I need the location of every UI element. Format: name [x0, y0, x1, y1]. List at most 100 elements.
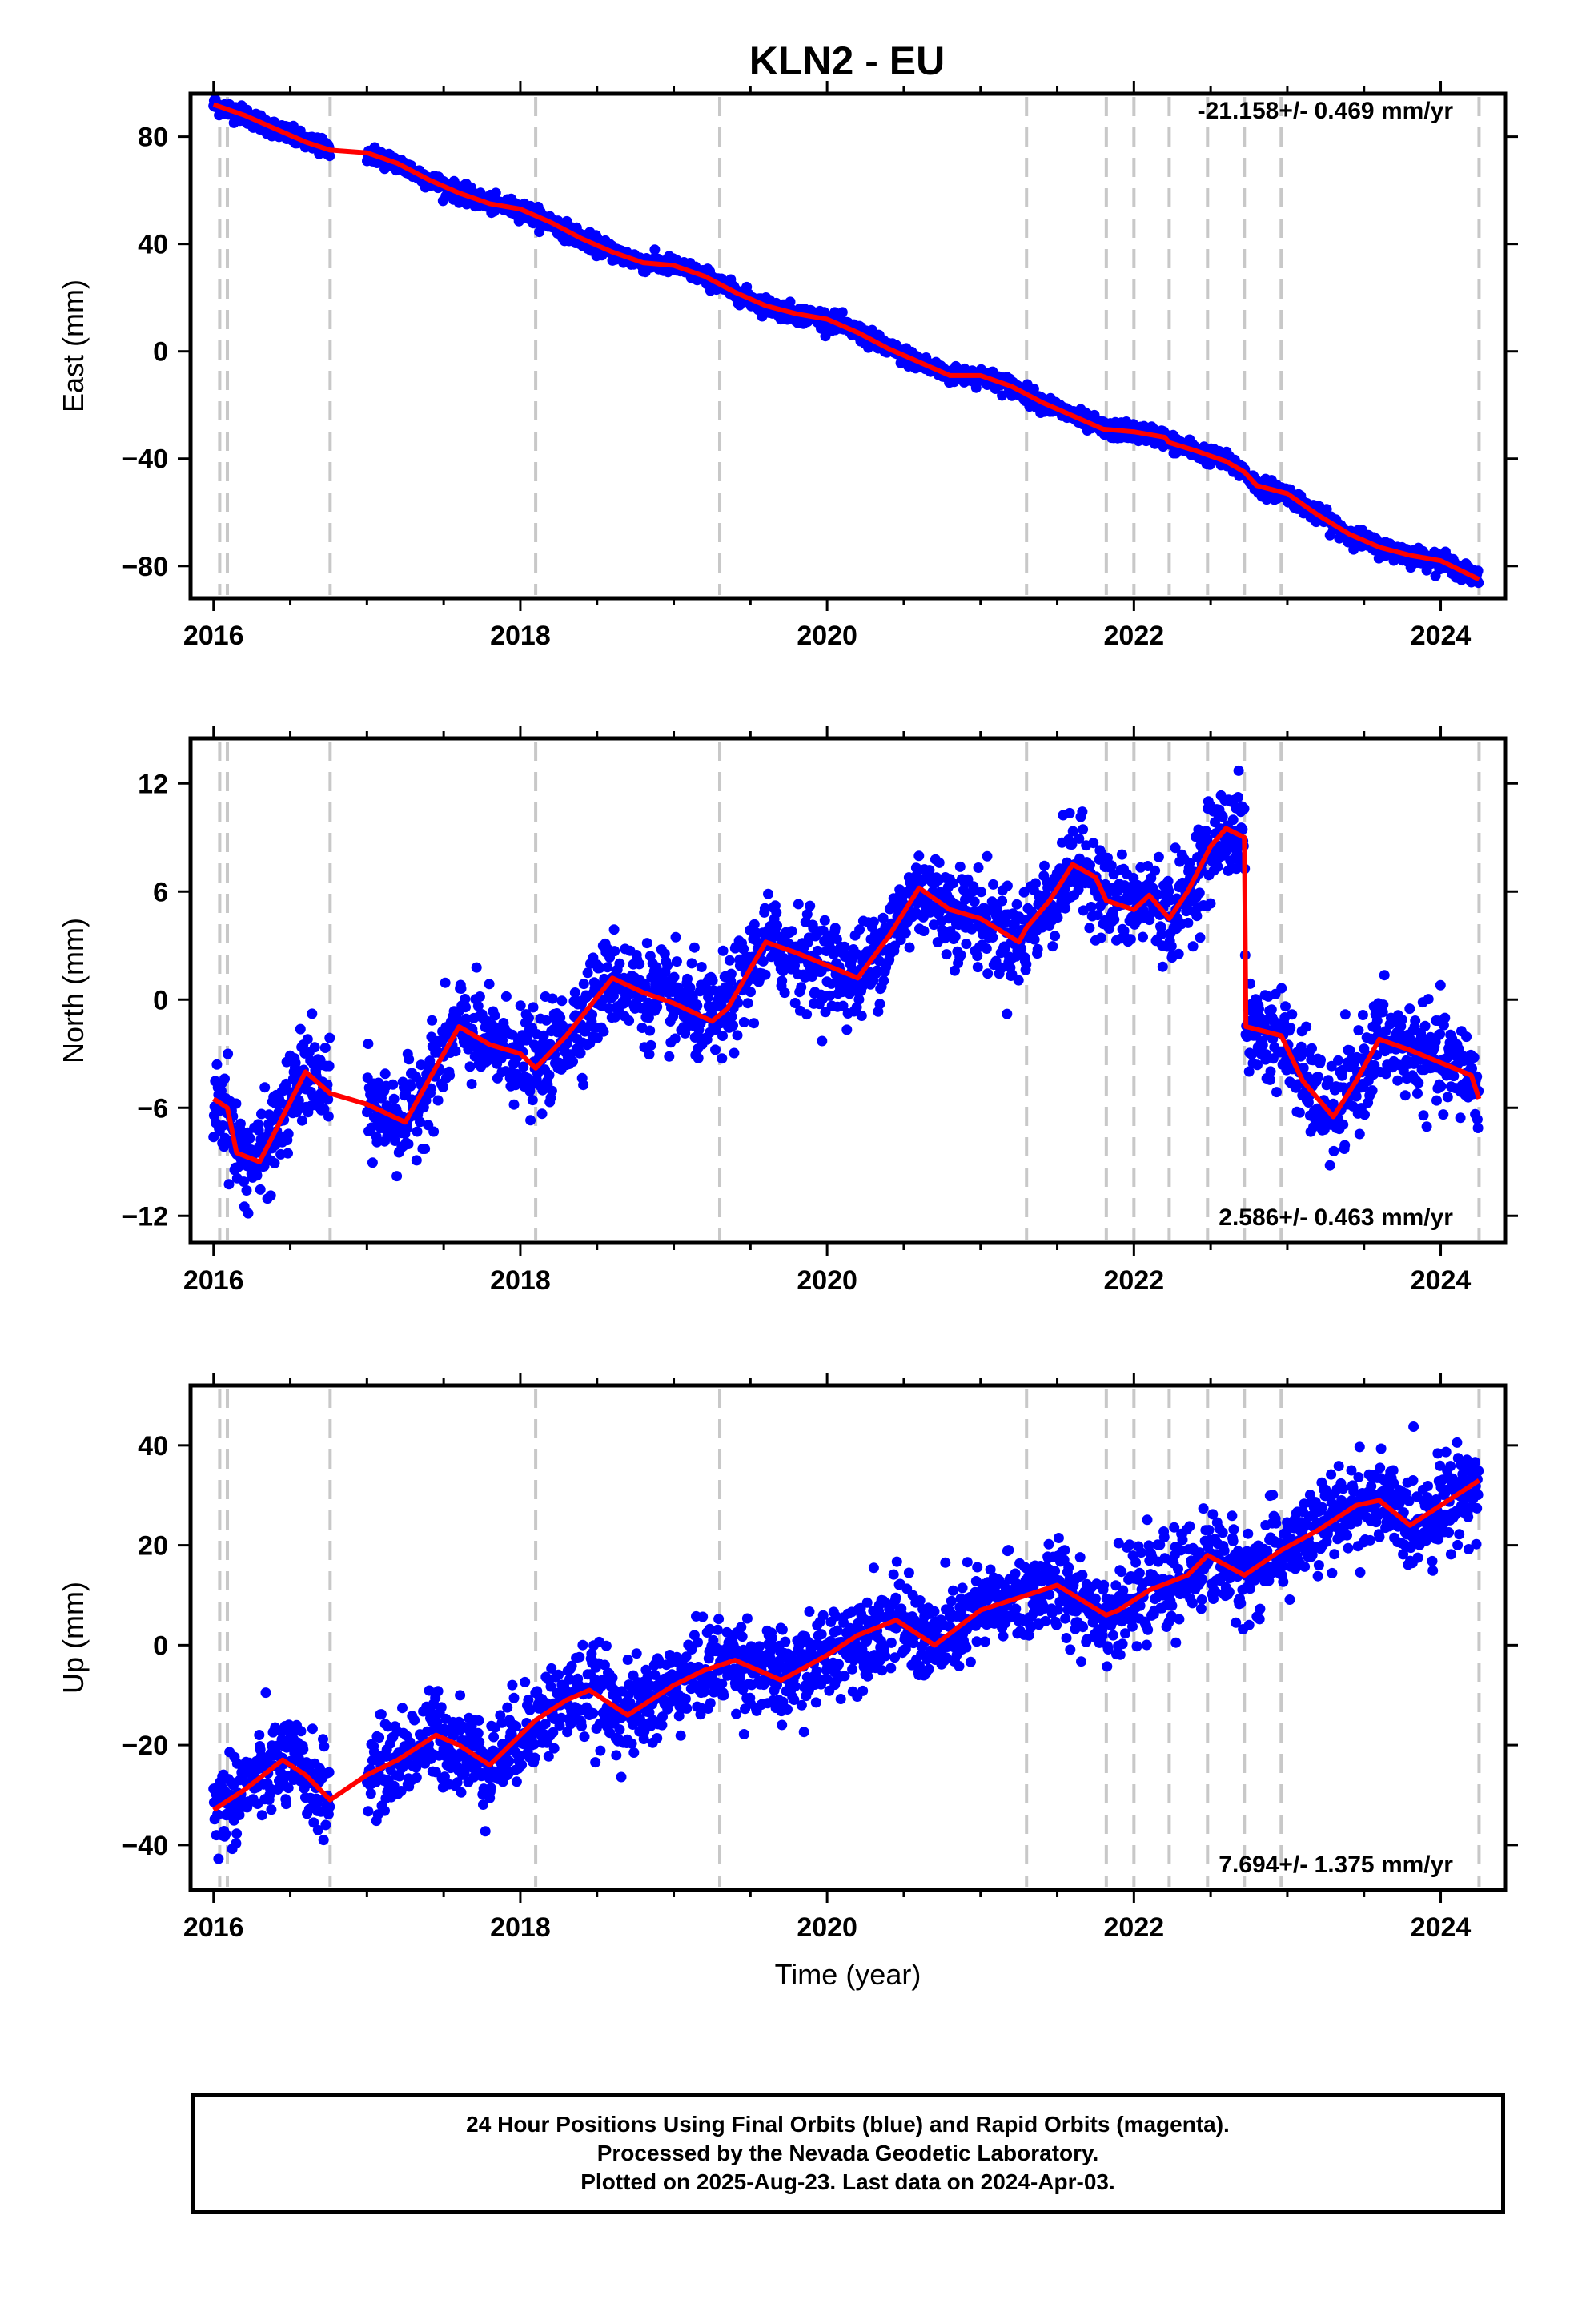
- data-point: [1294, 1107, 1305, 1118]
- data-point: [1201, 826, 1211, 837]
- data-point: [789, 998, 801, 1008]
- data-point: [757, 955, 769, 967]
- data-point: [1166, 941, 1177, 951]
- x-tick-label: 2024: [1411, 621, 1472, 651]
- data-point: [1163, 886, 1174, 897]
- data-point: [1018, 887, 1030, 898]
- data-point: [318, 1835, 329, 1846]
- data-point: [1138, 931, 1148, 943]
- data-point: [260, 1687, 271, 1699]
- data-point: [251, 1170, 263, 1181]
- data-point: [728, 1020, 738, 1031]
- data-point: [812, 945, 823, 956]
- data-point: [1237, 824, 1248, 835]
- data-point: [987, 932, 998, 943]
- data-point: [500, 991, 512, 1002]
- data-point: [1217, 811, 1228, 822]
- data-point: [534, 227, 545, 238]
- data-point: [1357, 1010, 1368, 1020]
- data-point: [717, 1053, 728, 1064]
- data-point: [1170, 842, 1181, 854]
- data-point: [966, 923, 978, 935]
- data-point: [538, 1030, 549, 1041]
- data-point: [1359, 1109, 1370, 1120]
- data-point: [1313, 1072, 1324, 1083]
- data-point: [1021, 959, 1032, 970]
- data-point: [379, 1805, 390, 1816]
- data-point: [403, 1139, 414, 1149]
- data-point: [1064, 807, 1075, 818]
- data-point: [1052, 912, 1063, 923]
- data-point: [1002, 1008, 1013, 1019]
- data-point: [1078, 824, 1089, 835]
- data-point: [283, 1128, 294, 1140]
- data-point: [424, 1685, 435, 1696]
- data-point: [1060, 903, 1071, 914]
- data-point: [805, 900, 816, 911]
- data-point: [1125, 934, 1136, 945]
- data-point: [460, 994, 471, 1004]
- data-point: [254, 1730, 265, 1740]
- data-point: [904, 942, 915, 953]
- data-point: [1202, 834, 1213, 845]
- x-tick-label: 2020: [797, 1265, 857, 1296]
- data-point: [409, 1715, 420, 1726]
- data-point: [961, 939, 972, 950]
- x-tick-label: 2022: [1104, 621, 1165, 651]
- data-point: [1150, 865, 1161, 876]
- model-line: [212, 102, 1480, 582]
- data-point: [1467, 1063, 1477, 1074]
- x-tick-label: 2016: [183, 621, 244, 651]
- data-point: [541, 1015, 552, 1026]
- data-point: [796, 982, 807, 993]
- data-point: [793, 899, 804, 910]
- data-point: [1239, 803, 1250, 814]
- data-point: [546, 1085, 557, 1096]
- data-point: [608, 991, 619, 1002]
- data-point: [1254, 1003, 1264, 1015]
- data-point: [997, 390, 1008, 401]
- data-point: [450, 1046, 461, 1057]
- data-point: [941, 949, 952, 960]
- data-point: [365, 1788, 376, 1799]
- data-point: [733, 997, 744, 1008]
- data-point: [844, 988, 855, 999]
- data-point: [999, 943, 1010, 954]
- data-point: [283, 1783, 294, 1794]
- data-point: [1386, 1017, 1397, 1028]
- y-tick-label: −6: [137, 1093, 168, 1124]
- data-point: [312, 1824, 323, 1835]
- data-point: [307, 1008, 318, 1019]
- data-point: [1067, 826, 1078, 837]
- data-point: [1205, 898, 1216, 909]
- data-point: [412, 1126, 423, 1137]
- data-points: [208, 1421, 1484, 1864]
- data-point: [1435, 1081, 1447, 1092]
- data-points: [208, 94, 1484, 589]
- data-point: [996, 963, 1007, 974]
- data-point: [511, 1068, 522, 1080]
- data-point: [972, 962, 983, 973]
- data-point: [460, 1013, 472, 1024]
- data-point: [1418, 1110, 1429, 1121]
- data-point: [547, 993, 558, 1004]
- data-point: [444, 1070, 456, 1081]
- data-point: [255, 1184, 266, 1195]
- data-point: [1472, 1114, 1483, 1125]
- y-tick-label: 12: [138, 769, 168, 799]
- data-point: [918, 926, 930, 936]
- data-point: [759, 903, 770, 914]
- data-point: [239, 1176, 249, 1188]
- data-point: [738, 943, 749, 955]
- data-point: [244, 1132, 255, 1144]
- data-point: [873, 1006, 884, 1017]
- data-point: [1092, 910, 1103, 921]
- data-point: [1247, 1049, 1258, 1060]
- data-point: [1271, 1087, 1282, 1098]
- data-point: [1323, 1075, 1334, 1086]
- data-point: [1392, 1075, 1403, 1086]
- data-point: [578, 1080, 589, 1091]
- data-point: [235, 1118, 246, 1129]
- data-point: [772, 920, 782, 931]
